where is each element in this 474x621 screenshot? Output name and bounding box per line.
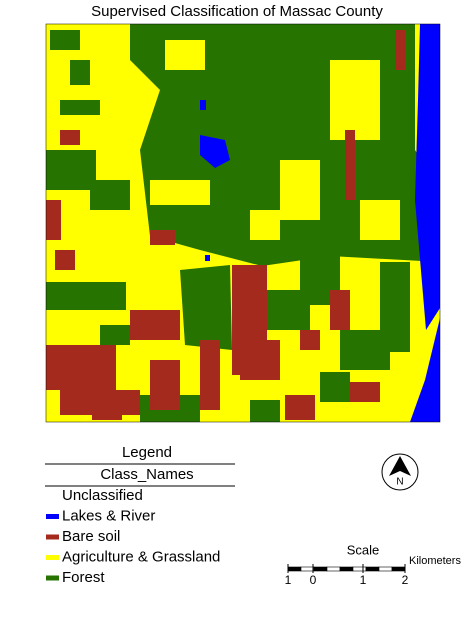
legend: Unclassified Lakes & River Bare soil Agricu… bbox=[46, 487, 220, 586]
scale-segment bbox=[378, 566, 393, 572]
land-cover-patch bbox=[165, 40, 205, 70]
land-cover-patch bbox=[330, 60, 380, 140]
scale-segment bbox=[339, 566, 354, 572]
legend-label: Agriculture & Grassland bbox=[62, 548, 220, 565]
land-cover-patch bbox=[55, 250, 75, 270]
north-arrow: N bbox=[381, 453, 419, 491]
land-cover-patch bbox=[320, 372, 350, 402]
scale-tick-label: 1 bbox=[360, 573, 367, 587]
scale-segment bbox=[365, 566, 380, 572]
land-cover-patch bbox=[200, 340, 220, 410]
land-cover-patch bbox=[92, 400, 122, 420]
legend-title: Legend bbox=[122, 444, 172, 461]
scale-segment bbox=[313, 566, 328, 572]
scale-bar: 1 0 1 2 bbox=[285, 564, 409, 587]
legend-swatch bbox=[46, 555, 59, 560]
land-cover-patch bbox=[340, 330, 390, 370]
legend-swatch bbox=[46, 514, 59, 519]
legend-label: Lakes & River bbox=[62, 507, 155, 524]
legend-subtitle: Class_Names bbox=[100, 466, 193, 483]
land-cover-patch bbox=[262, 290, 310, 330]
scale-segment bbox=[300, 566, 315, 572]
map-frame bbox=[45, 23, 441, 423]
legend-swatch bbox=[46, 534, 59, 540]
land-cover-patch bbox=[100, 325, 130, 345]
land-cover-patch bbox=[360, 200, 400, 240]
land-cover-patch bbox=[150, 180, 210, 205]
land-cover-patch bbox=[46, 345, 116, 390]
land-cover-patch bbox=[240, 340, 280, 380]
land-cover-patch bbox=[150, 360, 180, 410]
legend-label: Unclassified bbox=[62, 487, 143, 504]
land-cover-patch bbox=[280, 160, 320, 220]
scale-title: Scale bbox=[347, 542, 380, 557]
scale-tick-label: 2 bbox=[402, 573, 409, 587]
north-arrow-circle bbox=[381, 453, 419, 491]
land-cover-patch bbox=[395, 30, 405, 70]
land-cover-patch bbox=[300, 330, 320, 350]
scale-tick-label: 1 bbox=[285, 573, 292, 587]
legend-swatch bbox=[46, 575, 59, 581]
land-cover-patch bbox=[205, 255, 210, 261]
land-cover-patch bbox=[46, 282, 126, 310]
land-cover-patch bbox=[200, 135, 230, 168]
classified-map bbox=[46, 24, 440, 422]
land-cover-patch bbox=[70, 60, 90, 85]
legend-label: Bare soil bbox=[62, 528, 120, 545]
land-cover-patch bbox=[46, 200, 61, 240]
land-cover-patch bbox=[415, 24, 440, 330]
scale-segment bbox=[287, 566, 302, 572]
land-cover-patch bbox=[285, 395, 315, 420]
land-cover-patch bbox=[250, 400, 280, 422]
land-cover-patch bbox=[90, 180, 130, 210]
land-cover-patch bbox=[50, 30, 80, 50]
north-arrow-head bbox=[389, 456, 411, 476]
north-label: N bbox=[396, 477, 403, 488]
land-cover-patch bbox=[60, 100, 100, 115]
land-cover-patch bbox=[150, 230, 175, 245]
scale-segment bbox=[391, 566, 406, 572]
scale-unit: Kilometers bbox=[409, 555, 461, 567]
map-title: Supervised Classification of Massac Coun… bbox=[91, 3, 383, 20]
land-cover-patch bbox=[330, 290, 350, 330]
land-cover-patch bbox=[250, 210, 280, 240]
scale-segment bbox=[352, 566, 367, 572]
land-cover-patch bbox=[180, 265, 232, 350]
land-cover-patch bbox=[350, 382, 380, 402]
land-cover-patch bbox=[60, 130, 80, 145]
scale-tick-label: 0 bbox=[310, 573, 317, 587]
land-cover-patch bbox=[130, 310, 180, 340]
land-cover-patch bbox=[345, 130, 355, 200]
land-cover-patch bbox=[200, 100, 206, 110]
land-cover-patch bbox=[380, 262, 410, 352]
scale-segment bbox=[326, 566, 341, 572]
land-cover-patch bbox=[410, 318, 440, 422]
land-cover-patch bbox=[46, 150, 96, 190]
legend-label: Forest bbox=[62, 569, 105, 586]
